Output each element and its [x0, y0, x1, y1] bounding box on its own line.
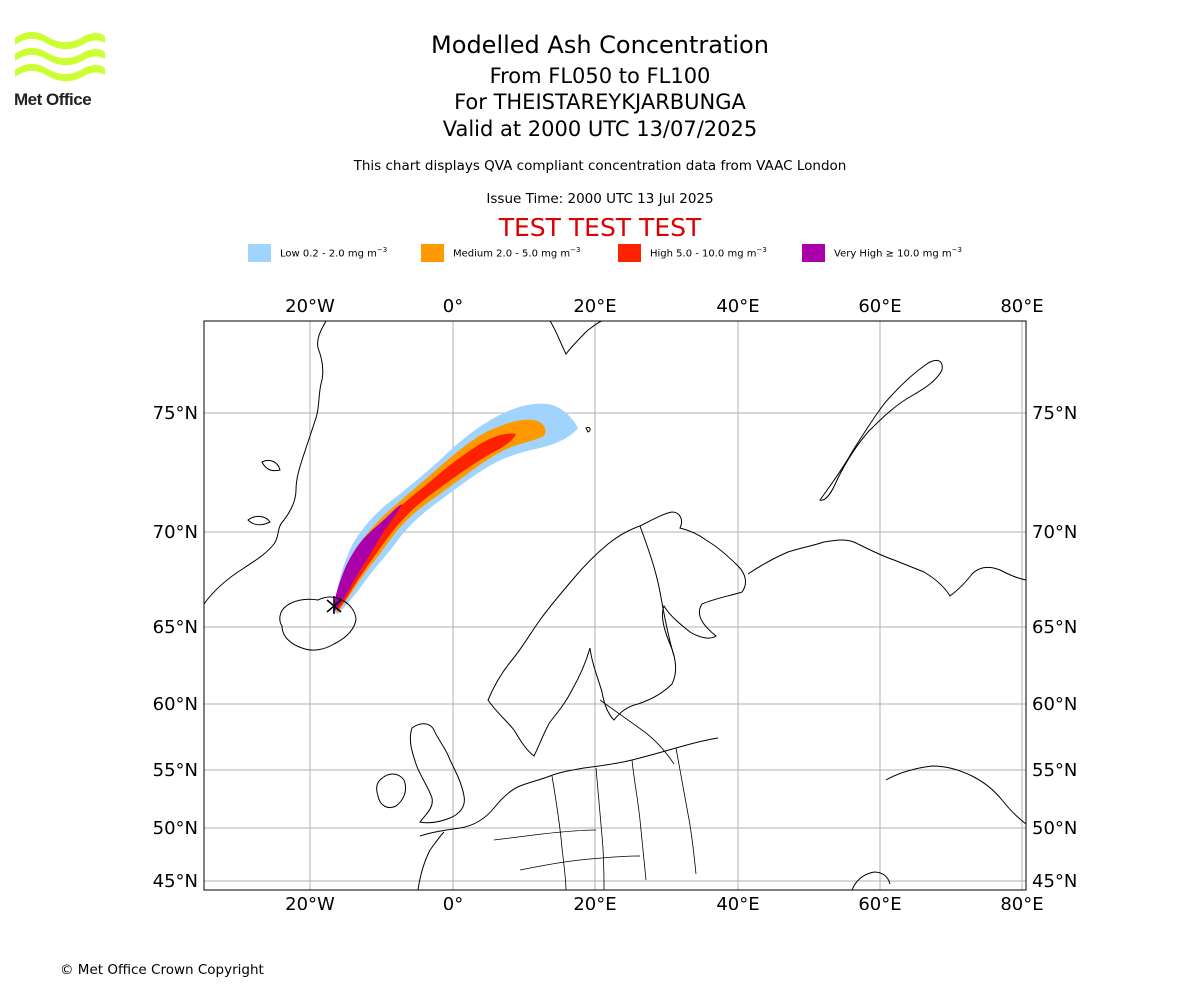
met-office-logo: Met Office [14, 30, 106, 112]
lat-tick-right: 65°N [1032, 617, 1077, 638]
lat-tick-right: 70°N [1032, 522, 1077, 543]
subtitle: This chart displays QVA compliant concen… [353, 158, 847, 174]
test-banner: TEST TEST TEST [498, 213, 702, 242]
lat-tick-right: 75°N [1032, 403, 1077, 424]
copyright-notice: © Met Office Crown Copyright [60, 962, 264, 978]
ash-very-high [333, 504, 402, 613]
chart-title-line3: For THEISTAREYKJARBUNGA [454, 90, 746, 114]
chart-title-line1: Modelled Ash Concentration [431, 31, 769, 59]
lat-tick-left: 65°N [153, 617, 198, 638]
lon-tick-bottom: 0° [443, 894, 463, 910]
lon-tick-top: 40°E [716, 296, 759, 317]
ash-map: 20°W 0° 20°E 40°E 60°E 80°E 20°W 0° 20°E… [153, 296, 1078, 910]
map-background [204, 321, 1026, 890]
lat-tick-left: 45°N [153, 871, 198, 892]
met-office-waves-icon [15, 31, 105, 82]
gridlines [204, 321, 1026, 890]
lat-tick-right: 45°N [1032, 871, 1077, 892]
lat-tick-left: 70°N [153, 522, 198, 543]
lon-tick-top: 20°E [573, 296, 616, 317]
lon-tick-bottom: 40°E [716, 894, 759, 910]
lat-tick-left: 55°N [153, 760, 198, 781]
legend-swatch-very-high [802, 244, 825, 262]
legend-label-high: High 5.0 - 10.0 mg m−3 [650, 246, 767, 260]
map-frame [203, 320, 1027, 891]
lon-tick-top: 20°W [285, 296, 335, 317]
legend-swatch-medium [421, 244, 444, 262]
lon-tick-bottom: 60°E [858, 894, 901, 910]
lon-tick-bottom: 80°E [1000, 894, 1043, 910]
lon-tick-top: 80°E [1000, 296, 1043, 317]
lon-tick-bottom: 20°W [285, 894, 335, 910]
lat-tick-right: 55°N [1032, 760, 1077, 781]
volcano-marker-icon [326, 596, 342, 614]
lon-tick-top: 0° [443, 296, 463, 317]
lat-tick-left: 50°N [153, 818, 198, 839]
legend-label-medium: Medium 2.0 - 5.0 mg m−3 [453, 246, 581, 260]
lat-tick-left: 60°N [153, 694, 198, 715]
legend-label-low: Low 0.2 - 2.0 mg m−3 [280, 246, 388, 260]
issue-time: Issue Time: 2000 UTC 13 Jul 2025 [486, 191, 714, 207]
legend-label-very-high: Very High ≥ 10.0 mg m−3 [834, 246, 962, 260]
legend-swatch-low [248, 244, 271, 262]
ash-medium [336, 419, 546, 612]
lat-tick-left: 75°N [153, 403, 198, 424]
coastlines [204, 321, 1026, 890]
ash-low [334, 403, 578, 614]
legend-swatch-high [618, 244, 641, 262]
lat-tick-right: 50°N [1032, 818, 1077, 839]
logo-text: Met Office [14, 90, 92, 109]
lon-tick-top: 60°E [858, 296, 901, 317]
lon-tick-bottom: 20°E [573, 894, 616, 910]
country-borders [493, 699, 697, 890]
chart-title-line2: From FL050 to FL100 [489, 64, 711, 88]
chart-title-line4: Valid at 2000 UTC 13/07/2025 [442, 117, 758, 141]
lat-tick-right: 60°N [1032, 694, 1077, 715]
